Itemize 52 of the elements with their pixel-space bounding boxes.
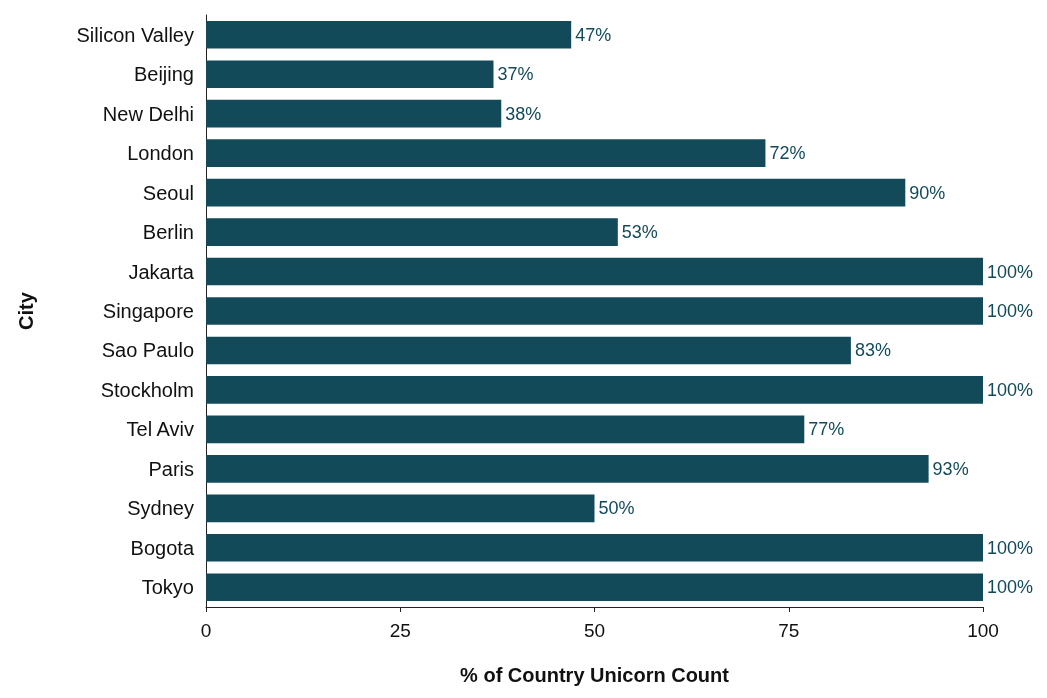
y-tick-label: Silicon Valley (76, 23, 194, 46)
bar (206, 178, 906, 207)
y-tick-label: Berlin (142, 221, 194, 244)
data-label: 83% (854, 340, 891, 361)
bar (206, 376, 983, 404)
data-label: 72% (769, 143, 806, 164)
y-tick-label: Bogota (130, 536, 195, 559)
bar (206, 533, 983, 562)
bar (206, 218, 618, 246)
bar (206, 257, 983, 286)
y-tick-label: Sao Paulo (101, 339, 194, 362)
bar (206, 455, 929, 483)
data-label: 38% (505, 103, 542, 124)
y-axis-title: City (15, 291, 37, 330)
data-label: 53% (621, 222, 658, 243)
data-label: 47% (575, 24, 612, 45)
bar (206, 60, 494, 89)
x-axis-title: % of Country Unicorn Count (460, 664, 730, 686)
x-tick-label: 0 (200, 620, 212, 641)
data-label: 50% (598, 498, 635, 519)
data-label: 37% (497, 64, 534, 85)
bar (206, 336, 851, 365)
y-tick-label: Paris (148, 457, 194, 480)
y-tick-label: Stockholm (100, 378, 194, 401)
data-label: 100% (987, 379, 1034, 400)
x-tick-label: 25 (389, 620, 411, 641)
data-label: 100% (987, 577, 1034, 598)
data-label: 77% (808, 419, 845, 440)
data-label: 100% (987, 537, 1034, 558)
bar (206, 573, 983, 602)
data-label: 100% (987, 261, 1034, 282)
y-tick-label: New Delhi (102, 102, 194, 125)
y-tick-label: Seoul (142, 181, 194, 204)
y-tick-label: Jakarta (128, 260, 195, 283)
data-label: 90% (909, 182, 946, 203)
y-tick-label: Tokyo (141, 576, 194, 599)
bar (206, 494, 595, 523)
y-tick-label: London (127, 142, 194, 165)
bar (206, 415, 805, 444)
bar (206, 297, 983, 325)
y-tick-label: Beijing (133, 63, 194, 86)
x-tick-label: 75 (778, 620, 800, 641)
y-tick-label: Tel Aviv (126, 418, 194, 441)
y-tick-label: Sydney (127, 497, 194, 520)
y-tick-label: Singapore (102, 300, 194, 322)
data-label: 100% (987, 301, 1034, 321)
bar (206, 20, 572, 49)
x-tick-label: 50 (583, 620, 606, 641)
bar (206, 99, 502, 128)
bar (206, 139, 766, 167)
x-tick-label: 100 (967, 620, 999, 641)
data-label: 93% (932, 458, 969, 479)
